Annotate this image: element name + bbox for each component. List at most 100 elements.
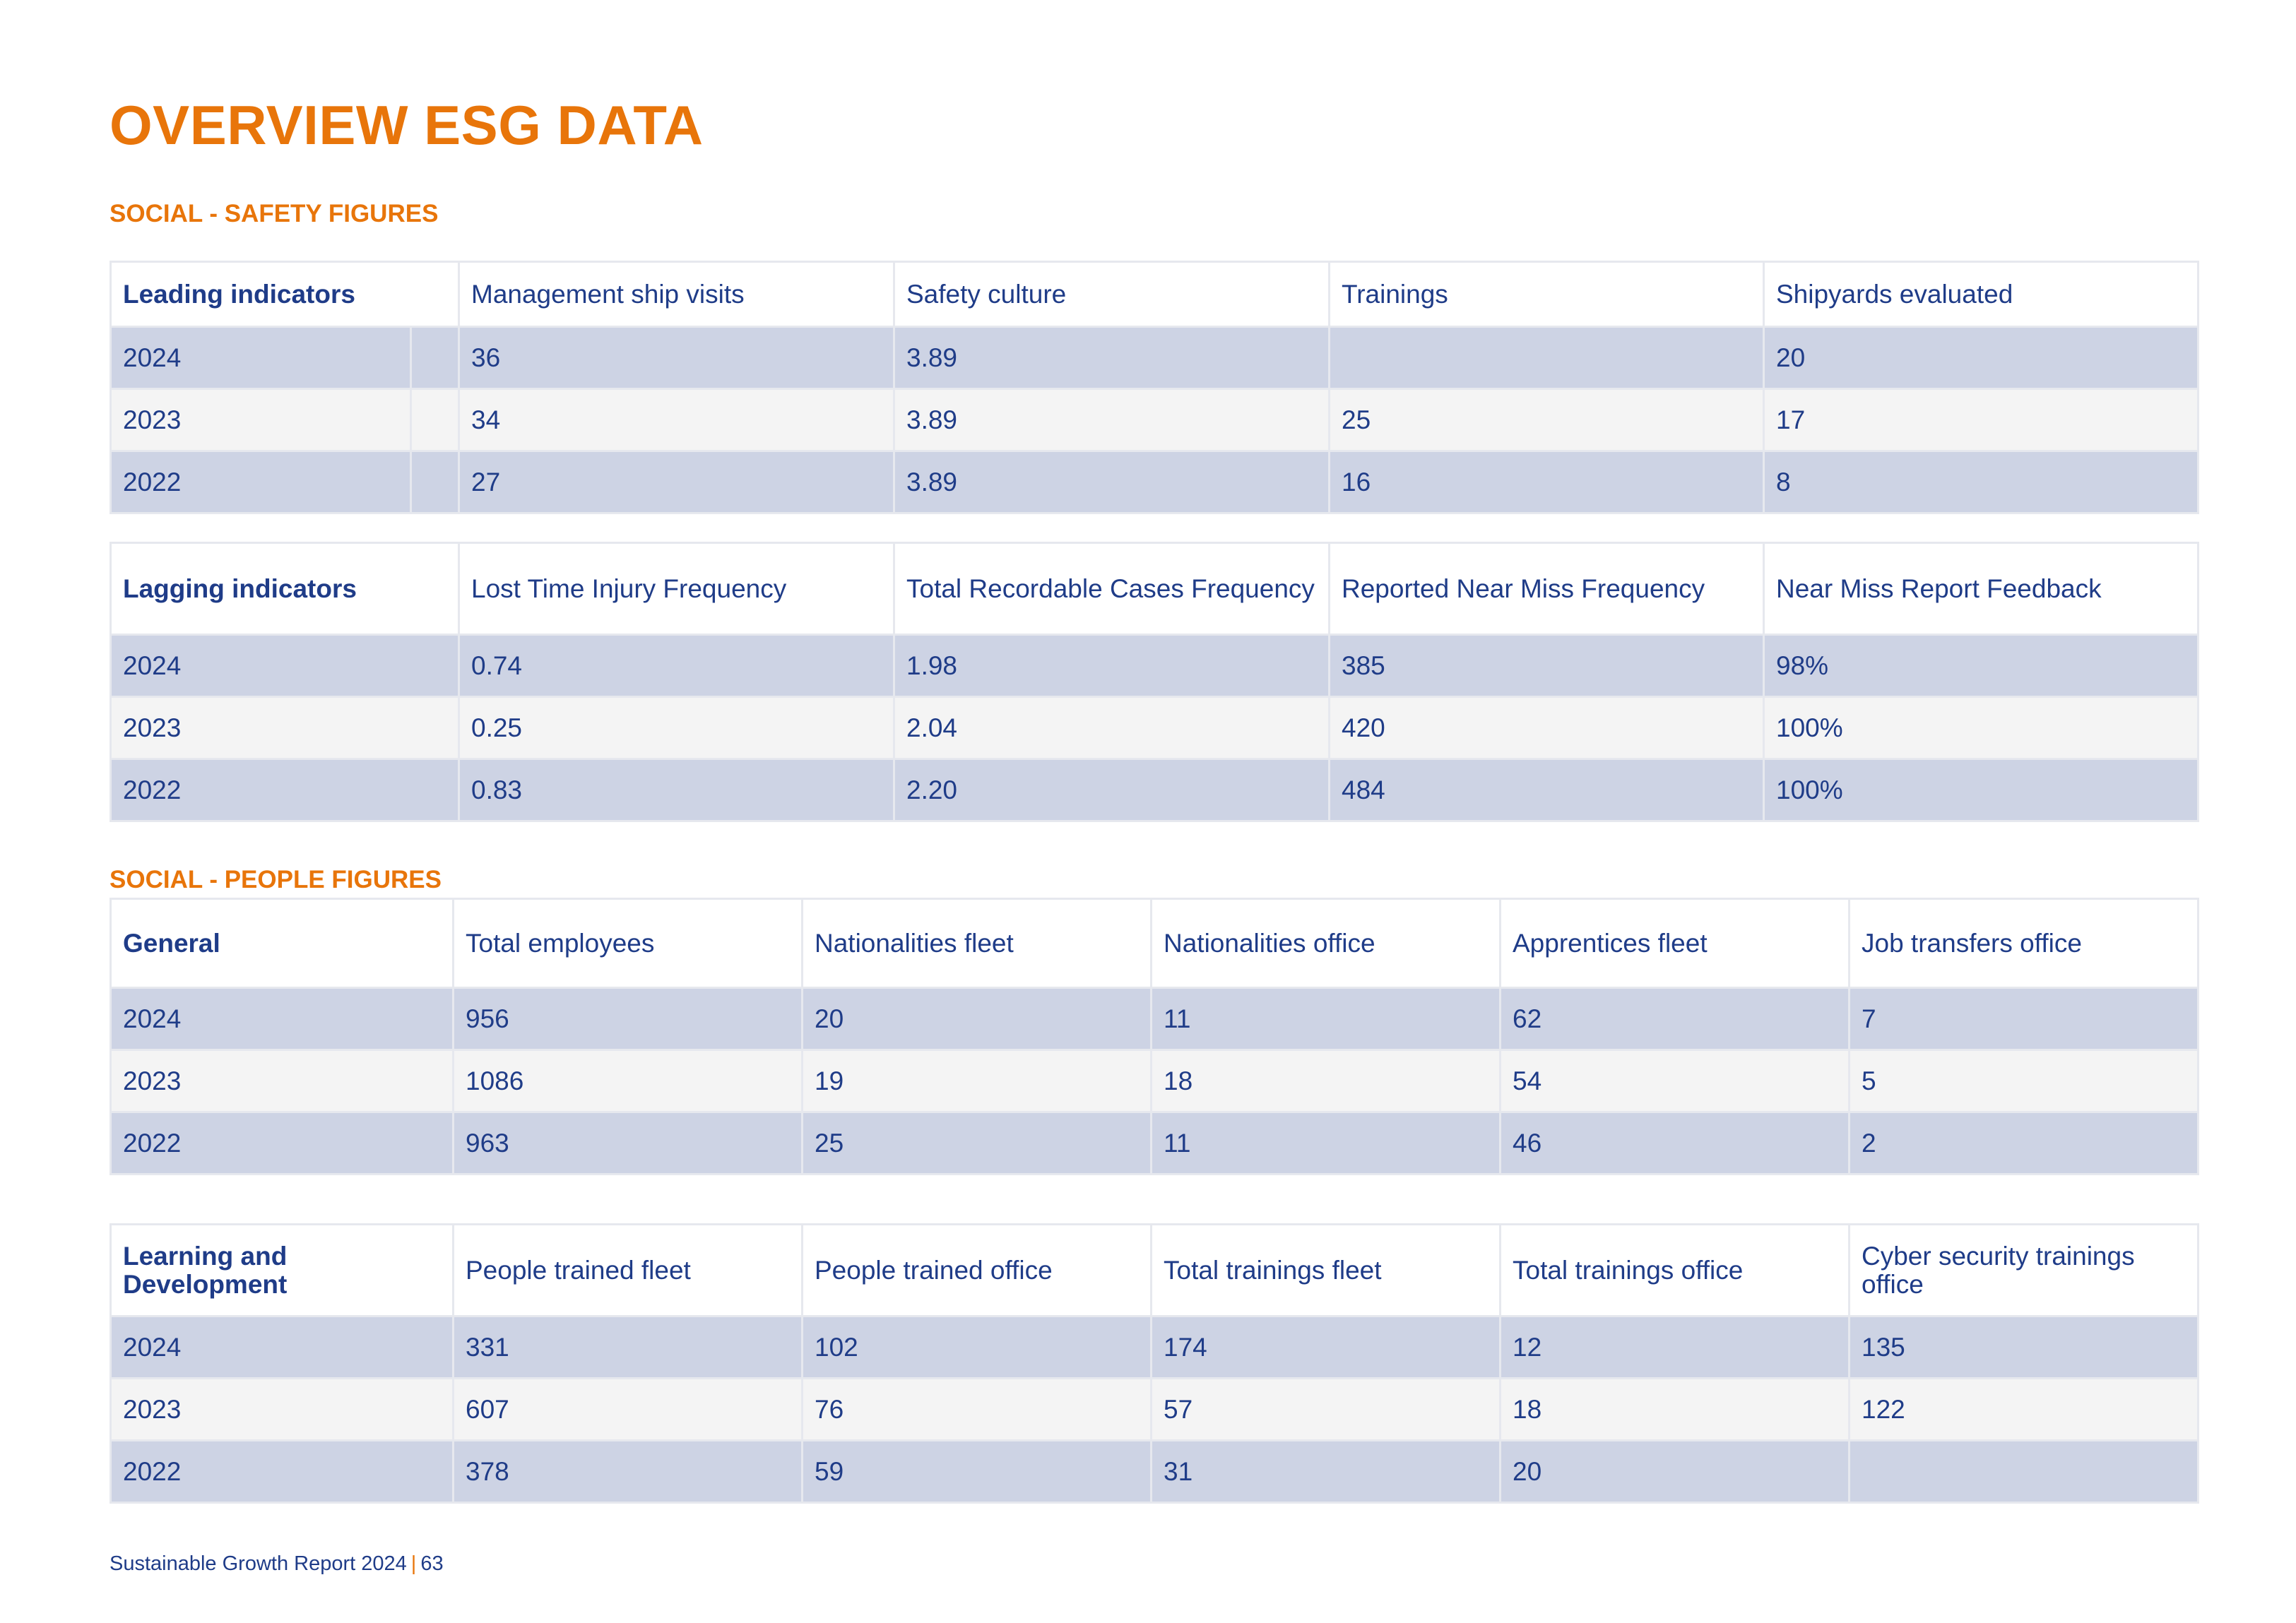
table-row: 2022 27 3.89 16 8	[110, 450, 2199, 514]
value-cell: 20	[1499, 1439, 1850, 1504]
value-cell: 135	[1848, 1315, 2199, 1379]
value-cell: 16	[1328, 450, 1765, 514]
year-cell: 2024	[110, 987, 454, 1051]
value-cell: 0.83	[458, 758, 895, 822]
page-footer: Sustainable Growth Report 2024 | 63	[110, 1554, 444, 1574]
value-cell: 3.89	[893, 326, 1330, 390]
table-row: 2022 378 59 31 20	[110, 1439, 2199, 1504]
value-cell: 34	[458, 388, 895, 452]
value-cell: 27	[458, 450, 895, 514]
table-row: 2024 956 20 11 62 7	[110, 987, 2199, 1051]
row-label: General	[110, 898, 454, 989]
value-cell: 36	[458, 326, 895, 390]
column-header: Cyber security trainings office	[1848, 1223, 2199, 1317]
value-cell: 3.89	[893, 388, 1330, 452]
column-header: Job transfers office	[1848, 898, 2199, 989]
column-header: People trained fleet	[452, 1223, 803, 1317]
year-cell: 2023	[110, 1377, 454, 1441]
table-header-row: Lagging indicators Lost Time Injury Freq…	[110, 542, 2199, 636]
column-header: Total Recordable Cases Frequency	[893, 542, 1330, 636]
value-cell: 100%	[1763, 696, 2199, 760]
column-header: Lost Time Injury Frequency	[458, 542, 895, 636]
column-header: Reported Near Miss Frequency	[1328, 542, 1765, 636]
value-cell	[1848, 1439, 2199, 1504]
value-cell: 484	[1328, 758, 1765, 822]
value-cell: 0.74	[458, 634, 895, 698]
value-cell: 17	[1763, 388, 2199, 452]
value-cell	[1328, 326, 1765, 390]
table-leading-indicators: Leading indicators Management ship visit…	[110, 261, 2199, 514]
value-cell: 122	[1848, 1377, 2199, 1441]
value-cell: 98%	[1763, 634, 2199, 698]
column-header: People trained office	[801, 1223, 1152, 1317]
table-row: 2023 607 76 57 18 122	[110, 1377, 2199, 1441]
column-header: Nationalities fleet	[801, 898, 1152, 989]
footer-page-number: 63	[420, 1552, 444, 1575]
section-title-people: SOCIAL - PEOPLE FIGURES	[110, 866, 442, 893]
value-cell: 420	[1328, 696, 1765, 760]
table-header-row: General Total employees Nationalities fl…	[110, 898, 2199, 989]
empty-cell	[410, 450, 460, 514]
value-cell: 331	[452, 1315, 803, 1379]
year-cell: 2023	[110, 696, 460, 760]
value-cell: 20	[801, 987, 1152, 1051]
value-cell: 25	[801, 1111, 1152, 1175]
footer-separator: |	[410, 1552, 417, 1575]
value-cell: 46	[1499, 1111, 1850, 1175]
section-title-safety: SOCIAL - SAFETY FIGURES	[110, 200, 439, 227]
column-header: Total trainings fleet	[1150, 1223, 1501, 1317]
value-cell: 54	[1499, 1049, 1850, 1113]
value-cell: 174	[1150, 1315, 1501, 1379]
column-header: Near Miss Report Feedback	[1763, 542, 2199, 636]
value-cell: 20	[1763, 326, 2199, 390]
value-cell: 18	[1150, 1049, 1501, 1113]
table-row: 2024 36 3.89 20	[110, 326, 2199, 390]
value-cell: 963	[452, 1111, 803, 1175]
value-cell: 2.04	[893, 696, 1330, 760]
table-row: 2023 34 3.89 25 17	[110, 388, 2199, 452]
value-cell: 102	[801, 1315, 1152, 1379]
value-cell: 59	[801, 1439, 1152, 1504]
column-header: Nationalities office	[1150, 898, 1501, 989]
table-row: 2023 1086 19 18 54 5	[110, 1049, 2199, 1113]
empty-cell	[410, 388, 460, 452]
table-row: 2022 963 25 11 46 2	[110, 1111, 2199, 1175]
table-row: 2022 0.83 2.20 484 100%	[110, 758, 2199, 822]
value-cell: 1086	[452, 1049, 803, 1113]
value-cell: 11	[1150, 987, 1501, 1051]
value-cell: 956	[452, 987, 803, 1051]
table-row: 2024 331 102 174 12 135	[110, 1315, 2199, 1379]
page-title: OVERVIEW ESG DATA	[110, 94, 704, 156]
value-cell: 385	[1328, 634, 1765, 698]
value-cell: 62	[1499, 987, 1850, 1051]
value-cell: 18	[1499, 1377, 1850, 1441]
value-cell: 25	[1328, 388, 1765, 452]
table-row: 2023 0.25 2.04 420 100%	[110, 696, 2199, 760]
footer-report-title: Sustainable Growth Report 2024	[110, 1552, 407, 1575]
row-label: Lagging indicators	[110, 542, 460, 636]
column-header: Total employees	[452, 898, 803, 989]
year-cell: 2024	[110, 634, 460, 698]
table-general: General Total employees Nationalities fl…	[110, 898, 2199, 1175]
row-label: Leading indicators	[110, 261, 460, 328]
year-cell: 2024	[110, 326, 412, 390]
value-cell: 57	[1150, 1377, 1501, 1441]
column-header: Management ship visits	[458, 261, 895, 328]
value-cell: 7	[1848, 987, 2199, 1051]
column-header: Total trainings office	[1499, 1223, 1850, 1317]
column-header: Shipyards evaluated	[1763, 261, 2199, 328]
year-cell: 2024	[110, 1315, 454, 1379]
value-cell: 1.98	[893, 634, 1330, 698]
column-header: Safety culture	[893, 261, 1330, 328]
year-cell: 2022	[110, 1439, 454, 1504]
value-cell: 378	[452, 1439, 803, 1504]
year-cell: 2022	[110, 758, 460, 822]
year-cell: 2022	[110, 450, 412, 514]
value-cell: 5	[1848, 1049, 2199, 1113]
value-cell: 607	[452, 1377, 803, 1441]
table-header-row: Learning and Development People trained …	[110, 1223, 2199, 1317]
row-label: Learning and Development	[110, 1223, 454, 1317]
table-lagging-indicators: Lagging indicators Lost Time Injury Freq…	[110, 542, 2199, 822]
year-cell: 2023	[110, 388, 412, 452]
column-header: Trainings	[1328, 261, 1765, 328]
